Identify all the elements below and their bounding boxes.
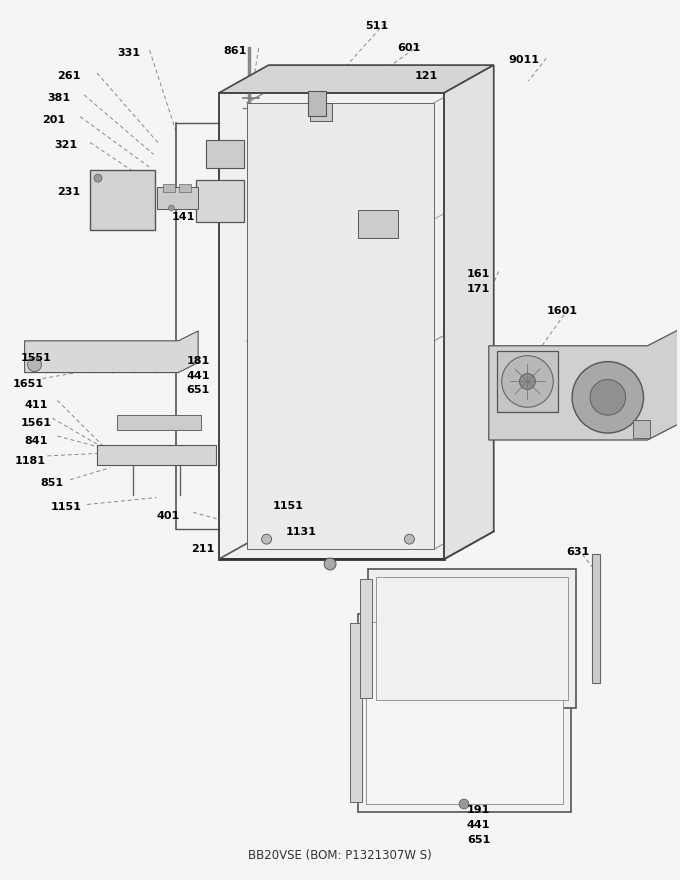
Text: 231: 231 <box>57 187 80 197</box>
Text: 841: 841 <box>24 436 48 446</box>
Text: 851: 851 <box>41 478 64 488</box>
Circle shape <box>324 558 336 570</box>
Bar <box>206 141 244 168</box>
Text: 1601: 1601 <box>546 306 577 316</box>
Circle shape <box>572 362 643 433</box>
Bar <box>632 420 651 438</box>
Circle shape <box>169 205 174 211</box>
Circle shape <box>590 379 626 415</box>
Bar <box>156 187 198 209</box>
Polygon shape <box>358 613 571 812</box>
Text: 1561: 1561 <box>20 418 52 429</box>
Text: 201: 201 <box>42 114 65 125</box>
Text: 141: 141 <box>171 212 194 222</box>
Circle shape <box>405 534 414 544</box>
Circle shape <box>520 373 535 390</box>
Bar <box>180 184 191 192</box>
Polygon shape <box>489 328 680 440</box>
Text: 9011: 9011 <box>509 55 540 65</box>
Polygon shape <box>247 103 435 549</box>
Text: 161: 161 <box>467 269 490 280</box>
Text: 211: 211 <box>191 544 214 554</box>
Text: 331: 331 <box>117 48 140 58</box>
Text: 1181: 1181 <box>15 456 46 466</box>
Text: 181: 181 <box>186 356 209 366</box>
Circle shape <box>459 799 469 809</box>
Text: 1551: 1551 <box>20 353 52 363</box>
Bar <box>592 554 600 683</box>
Text: 261: 261 <box>57 71 81 81</box>
Polygon shape <box>368 569 576 708</box>
Bar <box>197 180 244 222</box>
Text: 381: 381 <box>48 93 71 103</box>
Text: 651: 651 <box>186 385 209 395</box>
Text: 191: 191 <box>467 805 490 815</box>
Text: 321: 321 <box>54 141 78 150</box>
Bar <box>496 351 558 412</box>
Text: 441: 441 <box>467 820 490 830</box>
Text: 1151: 1151 <box>50 502 82 512</box>
Bar <box>376 577 568 700</box>
Polygon shape <box>444 65 494 559</box>
Text: 511: 511 <box>364 21 388 32</box>
Text: 401: 401 <box>156 511 180 522</box>
Bar <box>117 415 201 430</box>
Text: 631: 631 <box>566 547 590 557</box>
Text: 411: 411 <box>24 400 48 410</box>
Bar <box>310 103 332 121</box>
Text: 1651: 1651 <box>13 378 44 388</box>
Text: 1131: 1131 <box>286 527 316 538</box>
Circle shape <box>502 356 554 407</box>
Text: 601: 601 <box>398 43 421 54</box>
Bar <box>360 579 372 698</box>
Polygon shape <box>219 93 444 559</box>
Bar <box>308 91 326 115</box>
Bar <box>97 445 216 465</box>
Bar <box>90 170 154 230</box>
Polygon shape <box>219 65 494 93</box>
Text: 1151: 1151 <box>273 502 303 511</box>
Text: 651: 651 <box>467 835 490 845</box>
Polygon shape <box>24 331 198 372</box>
Bar <box>358 210 398 238</box>
Circle shape <box>262 534 271 544</box>
Bar <box>366 621 563 804</box>
Bar <box>350 624 362 802</box>
Text: 121: 121 <box>414 71 438 81</box>
Circle shape <box>94 174 102 182</box>
Circle shape <box>28 357 41 371</box>
Text: BB20VSE (BOM: P1321307W S): BB20VSE (BOM: P1321307W S) <box>248 848 432 862</box>
Text: 171: 171 <box>467 284 490 294</box>
Text: 441: 441 <box>186 370 209 380</box>
Text: 861: 861 <box>223 47 246 56</box>
Bar <box>163 184 175 192</box>
